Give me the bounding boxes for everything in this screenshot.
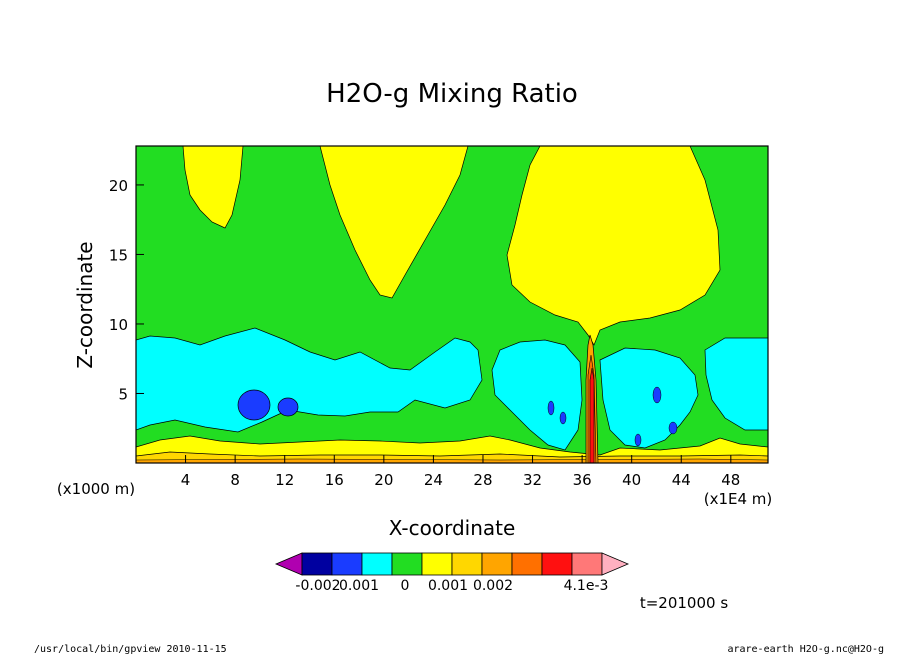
colorbar-swatch <box>391 552 423 576</box>
contour-blue-core-5 <box>652 386 662 404</box>
contour-tower-core <box>589 367 595 463</box>
colorbar-swatch <box>331 552 363 576</box>
x-tick-label: 24 <box>424 471 443 489</box>
colorbar <box>274 552 630 576</box>
colorbar-label: 0 <box>401 578 410 594</box>
x-tick-label: 32 <box>523 471 542 489</box>
plot-area <box>135 145 769 464</box>
colorbar-swatch <box>571 552 603 576</box>
colorbar-low-arrow <box>274 552 303 576</box>
colorbar-label: 0.002 <box>473 578 513 594</box>
contour-orange-surface <box>136 458 768 463</box>
x-tick-label: 28 <box>473 471 492 489</box>
colorbar-label: 0.001 <box>339 578 379 594</box>
contour-blue-core-3 <box>547 400 555 416</box>
contour-blue-core-7 <box>634 433 642 447</box>
y-tick-label: 5 <box>118 385 128 403</box>
footer-right: arare-earth_H2O-g.nc@H2O-g <box>727 644 884 654</box>
colorbar-swatch <box>511 552 543 576</box>
contour-cyan-left <box>136 327 483 433</box>
contour-blue-core-6 <box>668 421 678 435</box>
colorbar-swatch <box>301 552 333 576</box>
x-tick-label: 12 <box>275 471 294 489</box>
x-tick-label: 8 <box>230 471 240 489</box>
x-tick-label: 48 <box>721 471 740 489</box>
colorbar-swatch <box>361 552 393 576</box>
colorbar-swatch <box>421 552 453 576</box>
x-tick-label: 44 <box>672 471 691 489</box>
y-tick-label: 10 <box>109 316 128 334</box>
colorbar-swatch <box>481 552 513 576</box>
x-unit-right: (x1E4 m) <box>704 490 773 508</box>
plot-frame <box>135 145 769 464</box>
x-tick-label: 4 <box>181 471 191 489</box>
colorbar-label: 4.1e-3 <box>564 578 609 594</box>
contour-cyan-mid <box>491 339 583 451</box>
contour-yellow-upper-2 <box>319 146 469 299</box>
chart-title: H2O-g Mixing Ratio <box>326 79 578 109</box>
colorbar-swatch <box>451 552 483 576</box>
colorbar-label: 0.001 <box>428 578 468 594</box>
y-axis-label: Z-coordinate <box>73 241 97 368</box>
contour-blue-core-4 <box>559 411 567 425</box>
x-tick-label: 16 <box>325 471 344 489</box>
x-axis-ticks: 4 8 12 16 20 24 28 32 36 40 44 48 <box>181 455 740 489</box>
contour-cyan-far-right <box>704 337 768 431</box>
footer-left: /usr/local/bin/gpview 2010-11-15 <box>34 644 227 654</box>
colorbar-swatch <box>541 552 573 576</box>
y-tick-label: 15 <box>109 246 128 264</box>
y-tick-label: 20 <box>109 177 128 195</box>
contour-yellow-upper-1 <box>182 146 244 229</box>
x-axis-label: X-coordinate <box>389 516 516 540</box>
x-tick-label: 40 <box>622 471 641 489</box>
y-axis-ticks: 5 10 15 20 <box>109 177 144 403</box>
contour-yellow-anvil <box>506 146 721 346</box>
x-tick-label: 20 <box>374 471 393 489</box>
timestamp-label: t=201000 s <box>640 594 728 612</box>
colorbar-label: -0.002 <box>295 578 340 594</box>
colorbar-high-arrow <box>601 552 630 576</box>
contour-blue-core-1 <box>237 389 271 421</box>
contour-blue-core-2 <box>277 397 299 417</box>
x-tick-label: 36 <box>573 471 592 489</box>
x-unit-left: (x1000 m) <box>57 480 135 498</box>
